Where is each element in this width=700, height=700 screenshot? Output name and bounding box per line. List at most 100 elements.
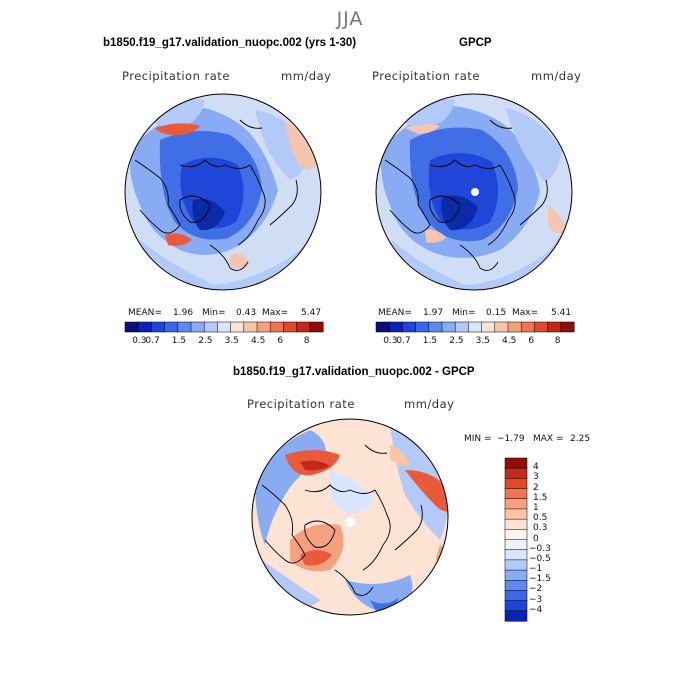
colorbar-swatch (534, 321, 549, 333)
colorbar-tick-label: −0.5 (529, 553, 551, 564)
colorbar-swatch (507, 321, 522, 333)
colorbar-swatch (504, 508, 528, 520)
colorbar-tick-label: −0.3 (529, 543, 551, 554)
colorbar-tick-label: 0.3 (132, 336, 147, 346)
colorbar-tick-label: 8 (554, 336, 561, 346)
stat-min-value-obs: 0.15 (486, 308, 507, 318)
stat-max-value-obs: 5.41 (551, 308, 572, 318)
colorbar-swatch (504, 600, 528, 612)
colorbar-swatch (124, 321, 139, 333)
colorbar-tick-label: 0.7 (396, 336, 411, 346)
colorbar-tick-label: 1.5 (422, 336, 438, 346)
colorbar-tick-label: 6 (528, 336, 535, 346)
colorbar-swatch (269, 321, 284, 333)
stat-mean-label-model: MEAN= (128, 308, 162, 318)
panel-units-label-model: mm/day (281, 69, 332, 83)
colorbar-obs (375, 321, 575, 333)
colorbar-tick-label: 1 (533, 502, 539, 513)
colorbar-swatch (415, 321, 430, 333)
colorbar-tick-label: 3.5 (224, 336, 239, 346)
colorbar-swatch (256, 321, 271, 333)
panel-variable-label-diff: Precipitation rate (247, 397, 355, 411)
colorbar-swatch (481, 321, 496, 333)
colorbar-tick-label: 6 (277, 336, 284, 346)
colorbar-swatch (494, 321, 509, 333)
colorbar-tick-label: −3 (529, 594, 543, 605)
colorbar-swatch (454, 321, 469, 333)
colorbar-swatch (190, 321, 205, 333)
colorbar-swatch (243, 321, 258, 333)
colorbar-swatch (504, 488, 528, 500)
colorbar-swatch (428, 321, 443, 333)
colorbar-tick-label: 2.5 (198, 336, 213, 346)
colorbar-swatch (441, 321, 456, 333)
stat-min-label-diff: MIN = (464, 434, 492, 444)
stat-max-value-diff: 2.25 (570, 434, 591, 444)
stat-min-value-diff: −1.79 (497, 434, 525, 444)
colorbar-swatch (468, 321, 483, 333)
colorbar-swatch (547, 321, 562, 333)
colorbar-tick-label: 0.7 (145, 336, 160, 346)
colorbar-swatch (375, 321, 390, 333)
stat-max-label-diff: MAX = (533, 434, 564, 444)
stat-mean-value-model: 1.96 (173, 308, 194, 318)
colorbar-swatch (388, 321, 403, 333)
colorbar-swatch (230, 321, 245, 333)
colorbar-swatch (151, 321, 166, 333)
colorbar-swatch (560, 321, 575, 333)
colorbar-swatch (217, 321, 232, 333)
colorbar-tick-label: −1 (529, 564, 543, 575)
colorbar-tick-label: 4.5 (502, 336, 517, 346)
polar-map-obs (375, 93, 573, 291)
colorbar-swatch (402, 321, 417, 333)
stat-mean-value-obs: 1.97 (423, 308, 444, 318)
colorbar-tick-label: 1.5 (171, 336, 187, 346)
stat-max-value-model: 5.47 (301, 308, 322, 318)
colorbar-swatch (177, 321, 192, 333)
colorbar-swatch (296, 321, 311, 333)
colorbar-tick-label: 2.5 (449, 336, 464, 346)
colorbar-tick-label: 4 (533, 462, 539, 473)
stat-min-label-model: Min= (202, 308, 226, 318)
panel-title-diff: b1850.f19_g17.validation_nuopc.002 - GPC… (233, 366, 475, 378)
stat-min-value-model: 0.43 (236, 308, 257, 318)
panel-units-label-diff: mm/day (404, 397, 455, 411)
colorbar-swatch (504, 478, 528, 490)
colorbar-tick-label: 2 (533, 482, 539, 493)
colorbar-swatch (203, 321, 218, 333)
colorbar-tick-label: 0.3 (383, 336, 398, 346)
colorbar-tick-label: 8 (303, 336, 310, 346)
figure-title: JJA (336, 8, 364, 30)
polar-map-diff (251, 418, 449, 616)
colorbar-swatch (504, 539, 528, 551)
colorbar-swatch (504, 457, 528, 469)
stat-max-label-obs: Max= (512, 308, 539, 318)
colorbar-tick-label: 0.5 (533, 513, 548, 524)
colorbar-swatch (504, 529, 528, 541)
stat-min-label-obs: Min= (452, 308, 476, 318)
colorbar-swatch (504, 590, 528, 602)
colorbar-tick-label: 3.5 (475, 336, 490, 346)
colorbar-swatch (309, 321, 324, 333)
colorbar-swatch (520, 321, 535, 333)
panel-variable-label-model: Precipitation rate (122, 69, 230, 83)
colorbar-swatch (504, 580, 528, 591)
colorbar-swatch (504, 467, 528, 479)
colorbar-swatch (504, 549, 528, 561)
colorbar-swatch (504, 518, 528, 530)
polar-map-model (124, 93, 322, 291)
panel-variable-label-obs: Precipitation rate (372, 69, 480, 83)
colorbar-swatch (137, 321, 152, 333)
colorbar-swatch (164, 321, 179, 333)
colorbar-swatch (504, 498, 528, 510)
colorbar-model (124, 321, 324, 333)
colorbar-tick-label: 0.3 (533, 523, 548, 534)
colorbar-swatch (504, 610, 528, 622)
stat-max-label-model: Max= (262, 308, 289, 318)
panel-units-label-obs: mm/day (531, 69, 582, 83)
panel-title-model: b1850.f19_g17.validation_nuopc.002 (yrs … (103, 37, 357, 49)
colorbar-swatch (504, 569, 528, 581)
colorbar-diff (504, 457, 528, 622)
colorbar-tick-label: 3 (533, 472, 539, 483)
